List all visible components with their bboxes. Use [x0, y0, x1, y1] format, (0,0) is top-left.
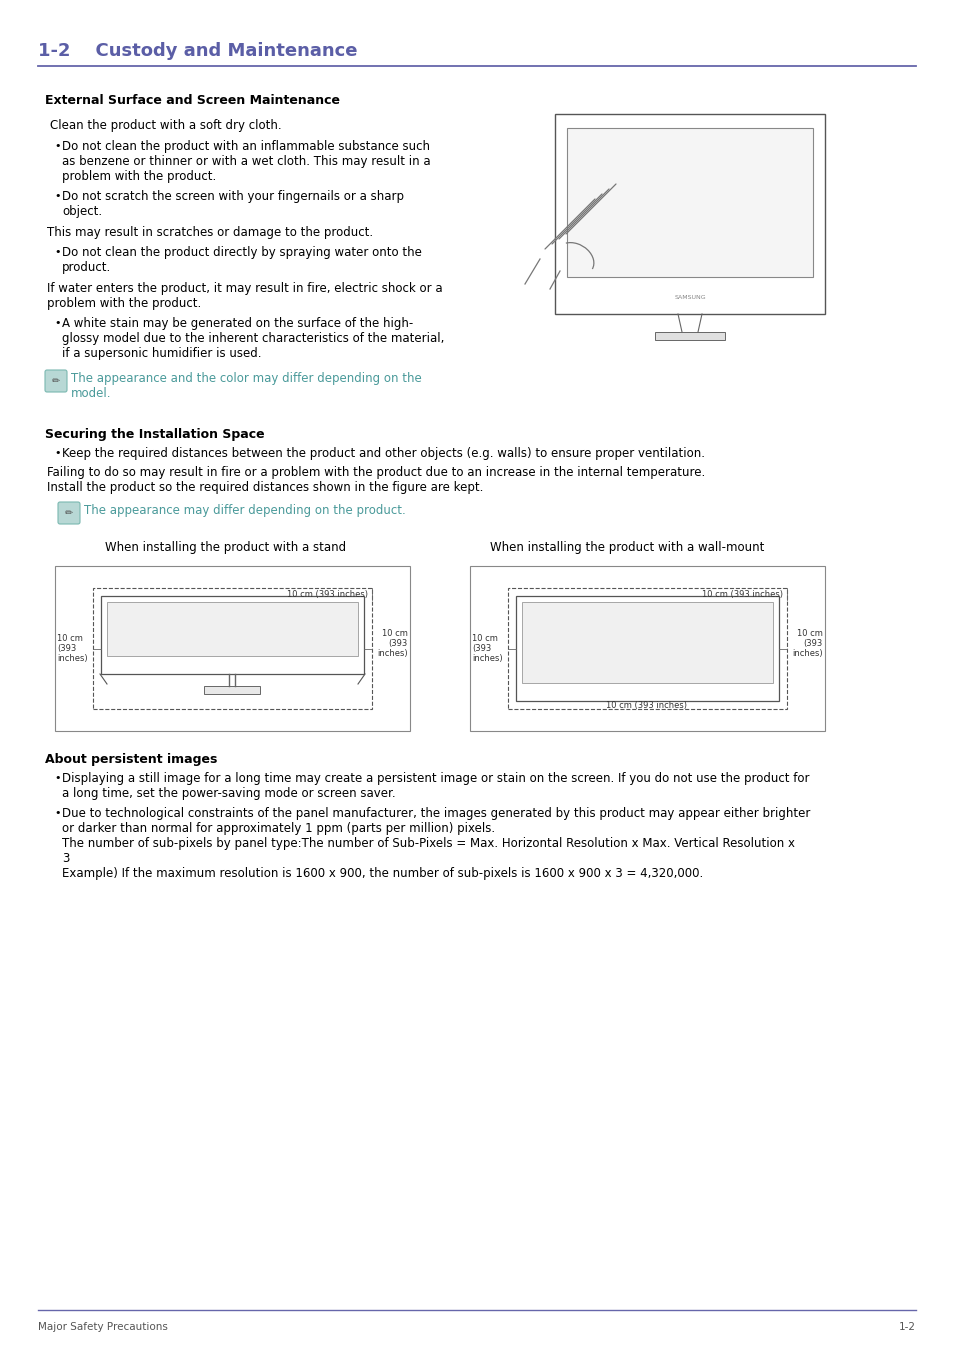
FancyBboxPatch shape [45, 370, 67, 392]
Text: Clean the product with a soft dry cloth.: Clean the product with a soft dry cloth. [50, 119, 281, 132]
Text: Securing the Installation Space: Securing the Installation Space [45, 428, 264, 441]
Text: product.: product. [62, 261, 112, 274]
Text: The number of sub-pixels by panel type:The number of Sub-Pixels = Max. Horizonta: The number of sub-pixels by panel type:T… [62, 837, 794, 850]
Text: 10 cm
(393
inches): 10 cm (393 inches) [57, 633, 88, 663]
Text: •: • [54, 448, 60, 458]
Text: 10 cm
(393
inches): 10 cm (393 inches) [792, 629, 822, 659]
Text: When installing the product with a wall-mount: When installing the product with a wall-… [490, 541, 763, 554]
Bar [470, 566, 824, 730]
Text: problem with the product.: problem with the product. [47, 297, 201, 310]
Text: Do not clean the product with an inflammable substance such: Do not clean the product with an inflamm… [62, 140, 430, 153]
Text: About persistent images: About persistent images [45, 753, 217, 765]
Text: 1-2: 1-2 [898, 1322, 915, 1332]
FancyBboxPatch shape [58, 502, 80, 524]
Text: •: • [54, 247, 60, 256]
Text: External Surface and Screen Maintenance: External Surface and Screen Maintenance [45, 95, 339, 107]
Text: ✏: ✏ [51, 377, 60, 386]
Text: If water enters the product, it may result in fire, electric shock or a: If water enters the product, it may resu… [47, 282, 442, 296]
Bar [101, 595, 364, 674]
Text: When installing the product with a stand: When installing the product with a stand [105, 541, 346, 554]
Bar [204, 686, 260, 694]
Bar [55, 566, 410, 730]
Text: This may result in scratches or damage to the product.: This may result in scratches or damage t… [47, 225, 373, 239]
Text: Due to technological constraints of the panel manufacturer, the images generated: Due to technological constraints of the … [62, 807, 809, 819]
Text: if a supersonic humidifier is used.: if a supersonic humidifier is used. [62, 347, 261, 360]
Text: Failing to do so may result in fire or a problem with the product due to an incr: Failing to do so may result in fire or a… [47, 466, 704, 479]
Text: or darker than normal for approximately 1 ppm (parts per million) pixels.: or darker than normal for approximately … [62, 822, 495, 836]
Bar [107, 602, 357, 656]
Text: as benzene or thinner or with a wet cloth. This may result in a: as benzene or thinner or with a wet clot… [62, 155, 430, 167]
Text: a long time, set the power-saving mode or screen saver.: a long time, set the power-saving mode o… [62, 787, 395, 801]
Bar [507, 589, 786, 709]
Text: Install the product so the required distances shown in the figure are kept.: Install the product so the required dist… [47, 481, 483, 494]
Text: •: • [54, 774, 60, 783]
Text: object.: object. [62, 205, 102, 217]
Text: problem with the product.: problem with the product. [62, 170, 216, 184]
Text: 10 cm
(393
inches): 10 cm (393 inches) [377, 629, 408, 659]
Text: Do not scratch the screen with your fingernails or a sharp: Do not scratch the screen with your fing… [62, 190, 403, 202]
Text: model.: model. [71, 387, 112, 400]
Text: Major Safety Precautions: Major Safety Precautions [38, 1322, 168, 1332]
Text: 10 cm
(393
inches): 10 cm (393 inches) [472, 633, 502, 663]
Text: •: • [54, 809, 60, 818]
Text: Example) If the maximum resolution is 1600 x 900, the number of sub-pixels is 16: Example) If the maximum resolution is 16… [62, 867, 702, 880]
Text: The appearance and the color may differ depending on the: The appearance and the color may differ … [71, 373, 421, 385]
Text: Keep the required distances between the product and other objects (e.g. walls) t: Keep the required distances between the … [62, 447, 704, 460]
Text: •: • [54, 190, 60, 201]
Text: SAMSUNG: SAMSUNG [674, 296, 705, 300]
Bar [555, 113, 824, 315]
Bar [92, 589, 372, 709]
Bar [566, 128, 812, 277]
Text: •: • [54, 319, 60, 328]
Text: glossy model due to the inherent characteristics of the material,: glossy model due to the inherent charact… [62, 332, 444, 346]
Bar [655, 332, 724, 340]
Text: 10 cm (393 inches): 10 cm (393 inches) [287, 590, 368, 599]
Bar [521, 602, 772, 683]
Text: 10 cm (393 inches): 10 cm (393 inches) [606, 701, 687, 710]
Text: A white stain may be generated on the surface of the high-: A white stain may be generated on the su… [62, 317, 413, 329]
Text: Displaying a still image for a long time may create a persistent image or stain : Displaying a still image for a long time… [62, 772, 809, 784]
Text: Do not clean the product directly by spraying water onto the: Do not clean the product directly by spr… [62, 246, 421, 259]
Text: The appearance may differ depending on the product.: The appearance may differ depending on t… [84, 504, 405, 517]
Bar [516, 595, 779, 701]
Text: 10 cm (393 inches): 10 cm (393 inches) [701, 590, 782, 599]
Text: 1-2    Custody and Maintenance: 1-2 Custody and Maintenance [38, 42, 357, 59]
Text: ✏: ✏ [65, 508, 73, 518]
Text: •: • [54, 140, 60, 151]
Text: 3: 3 [62, 852, 70, 865]
